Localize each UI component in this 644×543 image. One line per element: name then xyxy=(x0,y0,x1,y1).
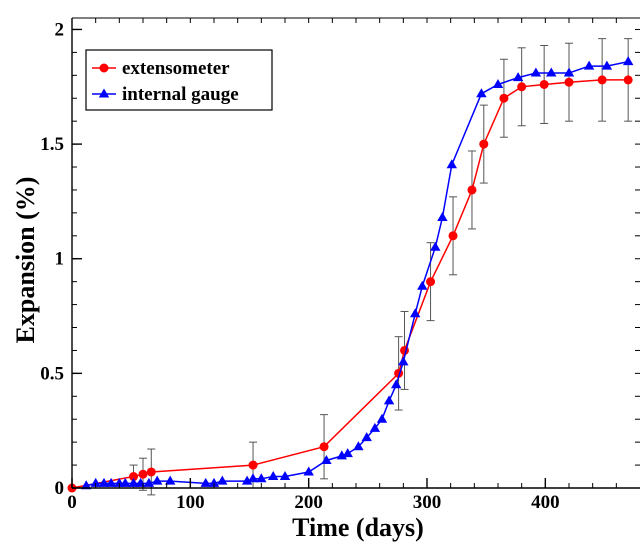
data-point-internal-gauge xyxy=(217,475,228,485)
data-point-internal-gauge xyxy=(303,466,314,476)
data-point-internal-gauge xyxy=(530,67,542,77)
data-point-internal-gauge xyxy=(492,79,504,88)
data-point-internal-gauge xyxy=(279,471,291,480)
data-point-internal-gauge xyxy=(90,477,101,487)
data-point-extensometer xyxy=(479,139,489,149)
data-point-internal-gauge xyxy=(342,448,353,458)
y-axis-title: Expansion (%) xyxy=(11,177,40,344)
x-tick-label: 200 xyxy=(294,492,323,513)
data-point-internal-gauge xyxy=(241,475,253,485)
data-point-internal-gauge xyxy=(268,471,279,480)
y-tick-label: 2 xyxy=(55,19,65,40)
data-point-extensometer xyxy=(467,185,477,195)
data-point-internal-gauge xyxy=(601,60,613,70)
data-point-internal-gauge xyxy=(383,395,395,405)
data-point-internal-gauge xyxy=(247,473,259,483)
data-point-internal-gauge xyxy=(476,88,487,98)
data-point-internal-gauge xyxy=(336,450,347,460)
data-point-internal-gauge xyxy=(128,477,139,487)
data-point-internal-gauge xyxy=(165,475,176,485)
data-point-extensometer xyxy=(319,442,329,452)
x-axis-title: Time (days) xyxy=(292,513,424,542)
data-point-extensometer xyxy=(448,231,458,241)
x-tick-label: 0 xyxy=(67,492,77,513)
y-tick-label: 1.5 xyxy=(40,134,64,155)
data-point-internal-gauge xyxy=(256,473,267,483)
data-point-internal-gauge xyxy=(376,413,388,423)
data-point-internal-gauge xyxy=(81,480,92,490)
data-point-internal-gauge xyxy=(98,477,110,487)
data-point-extensometer xyxy=(499,93,509,103)
plot-area xyxy=(67,38,634,496)
data-point-internal-gauge xyxy=(583,60,595,70)
data-point-internal-gauge xyxy=(398,356,409,366)
legend-box xyxy=(85,49,273,111)
data-point-extensometer xyxy=(517,82,527,92)
data-point-extensometer xyxy=(426,277,436,287)
data-point-internal-gauge xyxy=(152,475,163,485)
x-tick-label: 100 xyxy=(176,492,205,513)
data-point-internal-gauge xyxy=(105,477,117,487)
data-point-extensometer xyxy=(129,472,139,482)
y-tick-label: 0.5 xyxy=(40,363,64,384)
data-point-internal-gauge xyxy=(391,379,402,389)
data-point-extensometer xyxy=(597,75,607,85)
data-point-internal-gauge xyxy=(430,241,441,251)
data-point-extensometer xyxy=(539,79,549,89)
data-point-internal-gauge xyxy=(361,432,372,442)
data-point-internal-gauge xyxy=(546,67,557,77)
legend-marker-internal-gauge xyxy=(98,88,110,98)
legend-marker-extensometer xyxy=(99,63,109,73)
data-point-internal-gauge xyxy=(321,455,332,464)
axes: 0 100 200 300 400 0 0.5 1 1.5 2 xyxy=(40,17,640,513)
data-point-internal-gauge xyxy=(512,72,524,82)
legend-label-extensometer: extensometer xyxy=(122,58,230,79)
data-point-internal-gauge xyxy=(410,308,421,318)
data-point-extensometer xyxy=(564,77,574,87)
y-tick-label: 1 xyxy=(55,249,65,270)
x-tick-label: 400 xyxy=(531,492,560,513)
data-point-internal-gauge xyxy=(563,67,575,77)
data-point-internal-gauge xyxy=(417,280,428,290)
data-point-extensometer xyxy=(146,467,156,477)
data-point-internal-gauge xyxy=(143,477,155,487)
data-point-extensometer xyxy=(248,460,258,470)
legend-label-internal-gauge: internal gauge xyxy=(122,84,239,105)
data-point-internal-gauge xyxy=(446,159,457,169)
data-point-extensometer xyxy=(623,75,633,85)
y-tick-label: 0 xyxy=(55,478,65,499)
legend: extensometer internal gauge xyxy=(85,49,273,111)
data-point-internal-gauge xyxy=(208,477,220,487)
data-point-internal-gauge xyxy=(200,477,211,487)
data-point-internal-gauge xyxy=(353,441,364,451)
data-point-internal-gauge xyxy=(120,477,131,487)
data-point-internal-gauge xyxy=(369,422,381,432)
data-point-internal-gauge xyxy=(437,212,448,221)
data-point-extensometer xyxy=(138,469,148,479)
x-tick-label: 300 xyxy=(413,492,442,513)
data-point-internal-gauge xyxy=(623,56,634,66)
